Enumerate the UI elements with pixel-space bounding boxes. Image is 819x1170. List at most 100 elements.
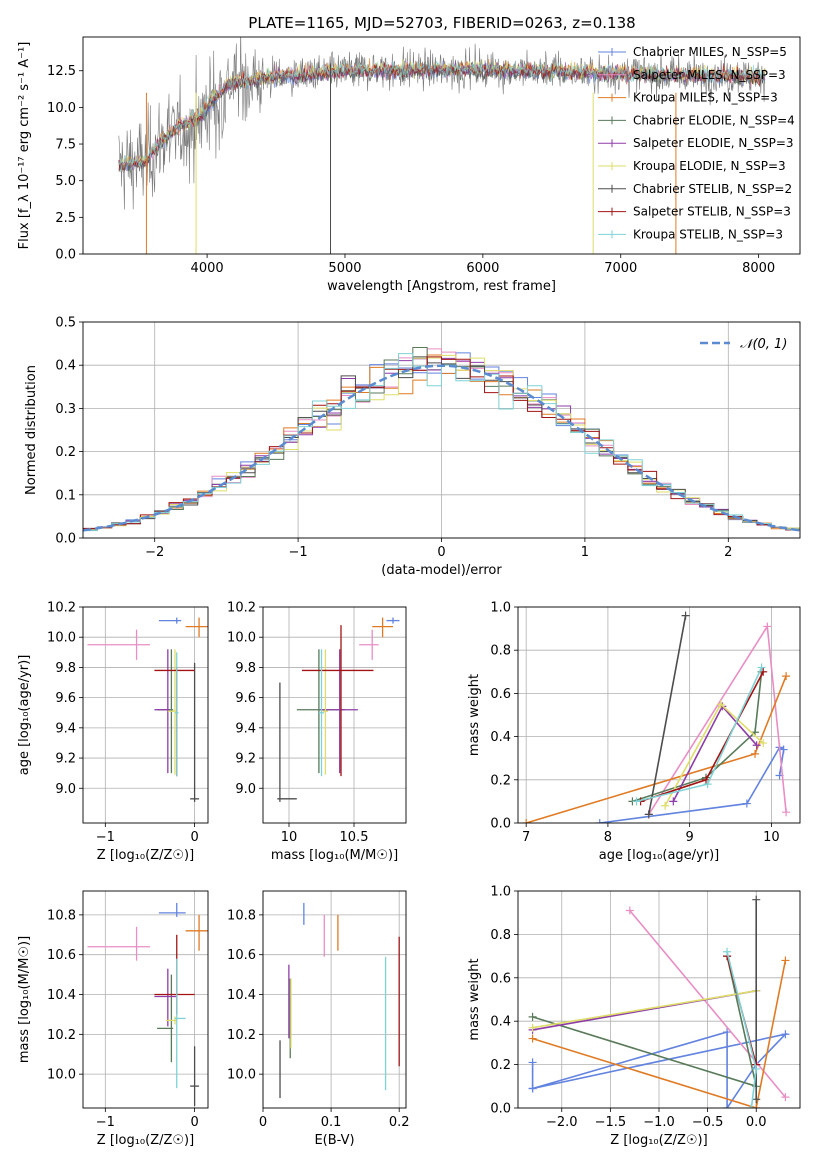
weight-marker (644, 810, 653, 819)
y-tick-label: 10.6 (47, 948, 76, 963)
x-tick-label: 8000 (742, 261, 775, 276)
x-tick-label: −2.0 (546, 1115, 578, 1130)
weight-marker (528, 1084, 537, 1093)
weight-marker (716, 700, 725, 709)
y-tick-label: 0.8 (490, 644, 511, 659)
weight-marker (669, 797, 678, 806)
x-tick-label: 10.5 (340, 830, 369, 845)
x-tick-label: 0 (190, 830, 198, 845)
weight-marker (781, 956, 790, 965)
y-tick-label: 10.0 (47, 101, 76, 116)
y-tick-label: 2.5 (55, 211, 76, 226)
y-tick-label: 0.2 (490, 773, 511, 788)
x-tick-label: 4000 (191, 261, 224, 276)
weight-marker (661, 801, 670, 810)
weight-marker (752, 1104, 761, 1108)
age_vs_Z-frame (82, 606, 209, 824)
legend-entry: Kroupa MILES, N_SSP=3 (633, 91, 778, 105)
legend-entry: Kroupa STELIB, N_SSP=3 (633, 227, 783, 241)
x-tick-label: −1 (289, 545, 308, 560)
weight-marker (625, 906, 634, 915)
y-tick-label: 0.0 (490, 1102, 511, 1117)
y-tick-label: 0.0 (55, 248, 76, 263)
x-tick-label: 0 (259, 1115, 267, 1130)
weight-marker (723, 947, 732, 956)
x-tick-label: 7 (522, 830, 530, 845)
y-tick-label: 12.5 (47, 64, 76, 79)
y-axis-label: age [log₁₀(age/yr)] (17, 655, 32, 776)
weight-marker (528, 1058, 537, 1067)
y-tick-label: 0.1 (55, 488, 76, 503)
normal-curve (83, 364, 800, 532)
mass_vs_Z-errorbars (87, 902, 208, 1107)
weight-marker (752, 741, 761, 750)
y-tick-label: 10.8 (47, 908, 76, 923)
weight-marker (723, 1028, 732, 1037)
weight-line-c3 (632, 671, 763, 803)
y-tick-label: 0.5 (55, 316, 76, 331)
age_vs_Z-errorbars (87, 617, 208, 802)
spectrum-model-c6 (118, 62, 766, 172)
x-tick-label: 0 (190, 1115, 198, 1130)
spectrum-model-c8 (118, 60, 766, 172)
y-tick-label: 9.2 (235, 752, 256, 767)
y-tick-label: 0.6 (490, 971, 511, 986)
weight-line-c2 (532, 960, 787, 1108)
y-tick-label: 10.0 (47, 631, 76, 646)
x-tick-label: −2 (145, 545, 164, 560)
spectrum-frame (82, 36, 801, 255)
residuals-frame (82, 321, 801, 539)
y-tick-label: 7.5 (55, 138, 76, 153)
weight-marker (747, 1104, 756, 1108)
weight_vs_age-axes: 7 8 9 10 0.0 0.2 0.4 0.6 0.8 1.0 age [log₁₀(age/yr… (467, 601, 800, 863)
weight_vs_age-frame (517, 606, 801, 824)
y-tick-label: 0.0 (55, 532, 76, 547)
x-tick-label: 6000 (466, 261, 499, 276)
histogram-bars (83, 347, 800, 533)
y-tick-label: 9.0 (235, 782, 256, 797)
legend-entry: Salpeter STELIB, N_SSP=3 (633, 205, 791, 219)
weight-marker (681, 611, 690, 620)
figure-title: PLATE=1165, MJD=52703, FIBERID=0263, z=0… (248, 14, 635, 32)
weight_vs_Z-axes: −2.0 −1.5 −1.0 −0.5 0.0 0.0 0.2 0.4 0.6 0.8 1.0 Z [… (467, 885, 800, 1148)
x-axis-label: age [log₁₀(age/yr)] (599, 848, 720, 863)
legend-entry: Kroupa ELODIE, N_SSP=3 (633, 159, 786, 173)
weight-marker (723, 1104, 732, 1108)
y-tick-label: 10.6 (227, 948, 256, 963)
x-tick-label: −1.5 (595, 1115, 627, 1130)
y-tick-label: 1.0 (490, 601, 511, 616)
y-tick-label: 5.0 (55, 174, 76, 189)
weight-marker (782, 808, 791, 817)
y-tick-label: 9.6 (235, 691, 256, 706)
y-tick-label: 0.2 (55, 445, 76, 460)
weight-marker (757, 663, 766, 672)
spectrum-lines (118, 37, 766, 254)
y-tick-label: 9.4 (55, 721, 76, 736)
y-tick-label: 10.4 (47, 988, 76, 1003)
weight_vs_age-lines (522, 611, 791, 823)
x-axis-label: wavelength [Angstrom, rest frame] (327, 279, 556, 294)
x-tick-label: 0.2 (389, 1115, 410, 1130)
weight-marker (632, 797, 641, 806)
age_vs_mass-errorbars (277, 617, 400, 802)
y-tick-label: 1.0 (490, 885, 511, 900)
spectrum-axes: 4000 5000 6000 7000 8000 0.0 2.5 5.0 7.5 10.0 12.5… (17, 42, 775, 294)
x-axis-label: Z [log₁₀(Z/Z☉)] (610, 1133, 707, 1148)
x-tick-label: 0 (437, 545, 445, 560)
age_vs_Z-axes: −1 0 9.0 9.2 9.4 9.6 9.8 10.0 10.2 Z [log₁₀(Z/Z☉)… (17, 601, 208, 863)
x-tick-label: 2 (724, 545, 732, 560)
x-axis-label: Z [log₁₀(Z/Z☉)] (97, 1133, 194, 1148)
residual-legend: 𝒩(0, 1) (700, 337, 787, 352)
weight-marker (752, 895, 761, 904)
weight-marker (528, 1023, 537, 1032)
y-tick-label: 10.4 (227, 988, 256, 1003)
y-tick-label: 0.4 (490, 730, 511, 745)
y-tick-label: 10.2 (227, 601, 256, 616)
y-axis-label: Normed distribution (24, 365, 39, 495)
weight-marker (779, 745, 788, 754)
y-tick-label: 0.4 (490, 1015, 511, 1030)
x-axis-label: Z [log₁₀(Z/Z☉)] (97, 848, 194, 863)
weight-marker (528, 1034, 537, 1043)
x-axis-label: mass [log₁₀(M/M☉)] (271, 848, 398, 863)
y-tick-label: 10.2 (47, 1028, 76, 1043)
